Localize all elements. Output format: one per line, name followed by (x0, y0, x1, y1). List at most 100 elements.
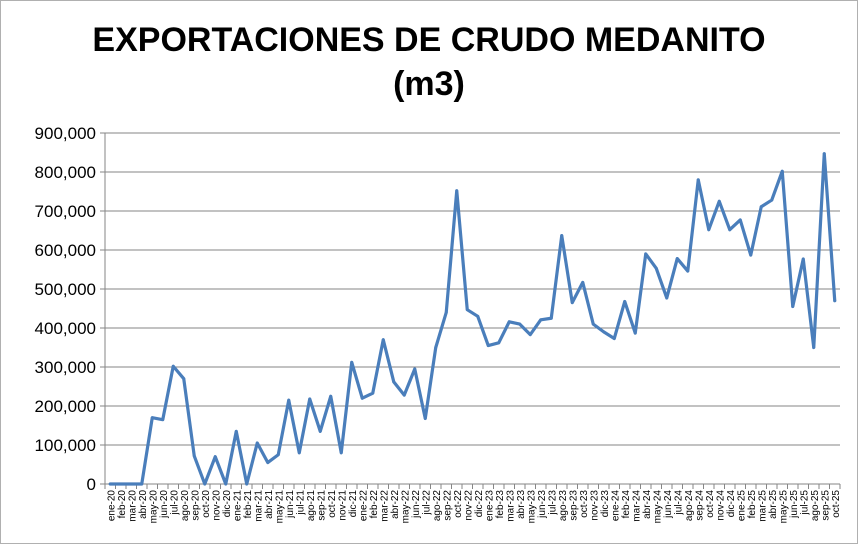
x-tick-label: oct-25 (831, 490, 842, 518)
data-point (192, 454, 196, 458)
x-tick-label: may-21 (274, 490, 285, 524)
data-point (696, 178, 700, 182)
x-tick-label: jul-21 (295, 490, 306, 516)
x-tick-label: mar-23 (505, 490, 516, 522)
y-tick-label: 600,000 (35, 241, 96, 260)
x-tick-label: ago-25 (810, 490, 821, 522)
chart-title-text: EXPORTACIONES DE CRUDO MEDANITO (92, 21, 766, 59)
x-tick-label: jul-24 (673, 490, 684, 516)
y-tick-label: 700,000 (35, 202, 96, 221)
x-tick-label: nov-20 (211, 490, 222, 521)
data-point (612, 337, 616, 340)
x-tick-label: mar-24 (631, 490, 642, 522)
data-point (770, 198, 774, 202)
data-point (381, 338, 385, 342)
data-point (339, 451, 343, 455)
x-tick-label: ago-21 (306, 490, 317, 522)
data-point (623, 300, 627, 303)
data-point (308, 397, 312, 401)
data-point (717, 199, 721, 203)
data-point (465, 308, 469, 312)
x-tick-label: may-23 (526, 490, 537, 524)
x-tick-label: abr-24 (642, 490, 653, 519)
x-tick-label: ene-20 (106, 490, 117, 522)
x-tick-label: abr-25 (768, 490, 779, 519)
x-tick-label: dic-24 (726, 490, 737, 518)
x-tick-label: feb-20 (117, 490, 128, 519)
data-point (591, 322, 595, 326)
series-layer (108, 152, 837, 486)
x-tick-label: ene-22 (358, 490, 369, 522)
y-tick-label: 900,000 (35, 124, 96, 143)
data-point (759, 205, 763, 209)
data-point (654, 266, 658, 270)
x-tick-label: ago-24 (684, 490, 695, 522)
axes (100, 132, 841, 489)
data-point (413, 367, 417, 371)
x-tick-label: feb-25 (747, 490, 758, 519)
data-point (297, 451, 301, 455)
x-tick-label: ene-23 (484, 490, 495, 522)
data-point (224, 482, 228, 486)
data-point (392, 380, 396, 384)
data-point (203, 482, 207, 486)
data-point (129, 482, 133, 486)
x-tick-label: sep-20 (190, 490, 201, 521)
x-tick-label: ago-20 (180, 490, 191, 522)
x-tick-label: oct-24 (705, 490, 716, 518)
data-point (234, 429, 238, 433)
data-point (423, 417, 427, 420)
x-tick-label: nov-23 (589, 490, 600, 521)
data-point (728, 228, 732, 232)
x-tick-label: jul-20 (169, 490, 180, 516)
x-tick-label: nov-21 (337, 490, 348, 521)
data-point (581, 280, 585, 284)
data-point (497, 341, 501, 345)
y-tick-label: 400,000 (35, 319, 96, 338)
data-point (738, 218, 742, 222)
data-point (560, 234, 564, 237)
data-point (686, 269, 690, 273)
data-point (371, 391, 375, 395)
x-tick-label: ago-23 (558, 490, 569, 522)
x-tick-label: jun-21 (285, 490, 296, 519)
data-point (213, 455, 217, 459)
x-tick-label: oct-20 (201, 490, 212, 518)
data-point (801, 257, 805, 261)
data-point (780, 169, 784, 173)
x-tick-label: may-24 (652, 490, 663, 524)
x-tick-label: sep-21 (316, 490, 327, 521)
y-tick-label: 500,000 (35, 280, 96, 299)
data-point (444, 311, 448, 314)
x-tick-label: oct-21 (327, 490, 338, 518)
data-point (329, 394, 333, 398)
data-point (644, 252, 648, 256)
y-tick-label: 800,000 (35, 163, 96, 182)
x-tick-label: mar-22 (379, 490, 390, 522)
x-tick-label: may-20 (148, 490, 159, 524)
y-tick-label: 300,000 (35, 358, 96, 377)
data-point (182, 377, 186, 381)
data-point (749, 253, 753, 257)
data-point (570, 301, 574, 305)
data-point (455, 189, 459, 193)
y-axis-tick-labels: 0 100,000 200,000 300,000 400,000 500,000 600,… (35, 124, 96, 494)
x-tick-label: jun-25 (789, 490, 800, 519)
data-point (140, 482, 144, 486)
y-tick-label: 100,000 (35, 436, 96, 455)
data-point (476, 314, 480, 318)
x-tick-label: oct-23 (579, 490, 590, 518)
x-tick-label: may-25 (778, 490, 789, 524)
x-tick-label: jul-22 (421, 490, 432, 516)
x-tick-label: dic-23 (600, 490, 611, 518)
data-point (360, 396, 364, 400)
x-tick-label: jun-23 (537, 490, 548, 519)
data-point (549, 316, 553, 320)
x-tick-label: abr-22 (390, 490, 401, 519)
data-point (486, 344, 490, 347)
series-line (108, 152, 837, 486)
x-tick-label: feb-21 (243, 490, 254, 519)
x-tick-label: jun-20 (159, 490, 170, 519)
x-tick-label: jun-22 (411, 490, 422, 519)
data-point (119, 482, 123, 486)
